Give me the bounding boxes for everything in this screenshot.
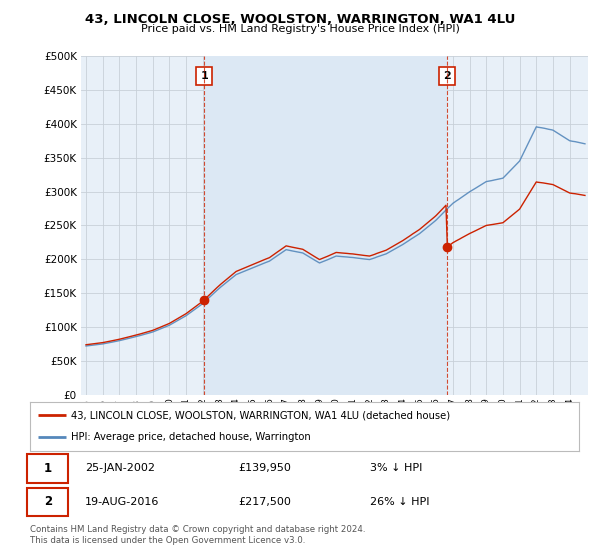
Bar: [204, 56, 447, 395]
Text: 1: 1: [44, 462, 52, 475]
Text: Contains HM Land Registry data © Crown copyright and database right 2024.
This d: Contains HM Land Registry data © Crown c…: [30, 525, 365, 545]
Text: 43, LINCOLN CLOSE, WOOLSTON, WARRINGTON, WA1 4LU (detached house): 43, LINCOLN CLOSE, WOOLSTON, WARRINGTON,…: [71, 410, 450, 421]
Text: 3% ↓ HPI: 3% ↓ HPI: [370, 464, 423, 473]
FancyBboxPatch shape: [27, 488, 68, 516]
Text: 19-AUG-2016: 19-AUG-2016: [85, 497, 159, 507]
Text: £217,500: £217,500: [239, 497, 292, 507]
Text: Price paid vs. HM Land Registry's House Price Index (HPI): Price paid vs. HM Land Registry's House …: [140, 24, 460, 34]
Text: 25-JAN-2002: 25-JAN-2002: [85, 464, 155, 473]
Text: 2: 2: [443, 71, 451, 81]
Text: 26% ↓ HPI: 26% ↓ HPI: [370, 497, 430, 507]
Text: HPI: Average price, detached house, Warrington: HPI: Average price, detached house, Warr…: [71, 432, 311, 442]
Text: 43, LINCOLN CLOSE, WOOLSTON, WARRINGTON, WA1 4LU: 43, LINCOLN CLOSE, WOOLSTON, WARRINGTON,…: [85, 13, 515, 26]
FancyBboxPatch shape: [27, 454, 68, 483]
Text: £139,950: £139,950: [239, 464, 292, 473]
Text: 1: 1: [200, 71, 208, 81]
Text: 2: 2: [44, 496, 52, 508]
